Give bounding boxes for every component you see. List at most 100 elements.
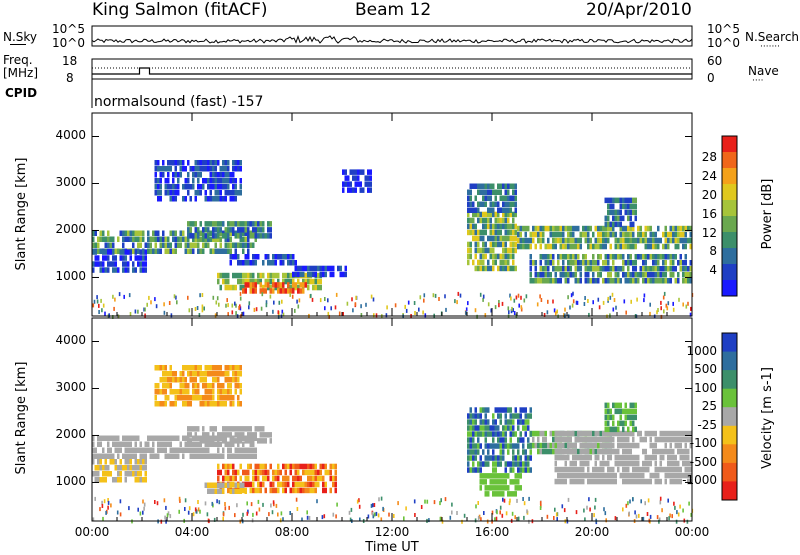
power-cell-region-2 [204, 221, 207, 227]
velocity-cell-region-4 [224, 469, 227, 476]
velocity-cell-region-9 [649, 472, 652, 479]
power-cell-region-2 [249, 221, 252, 227]
velocity-cell-region-6 [517, 443, 520, 449]
power-cell-region-12 [652, 278, 655, 284]
power-cell-region-12 [564, 278, 567, 284]
power-cell-region-8 [369, 175, 372, 181]
power-scatter-point [196, 306, 199, 310]
velocity-cell-region-0 [94, 453, 97, 459]
power-cell-region-11 [674, 231, 677, 238]
velocity-scatter-point [234, 513, 236, 518]
power-cell-region-0 [232, 242, 235, 248]
velocity-scatter-point [625, 503, 628, 508]
power-cell-region-1 [144, 267, 147, 273]
velocity-cell-region-4 [232, 463, 235, 470]
power-scatter-point [93, 299, 96, 304]
velocity-cell-region-9 [597, 448, 600, 455]
velocity-scatter-point [228, 505, 230, 510]
power-frame [91, 112, 693, 317]
velocity-cell-region-6 [519, 431, 522, 437]
power-cell-region-5 [262, 272, 265, 279]
power-cell-region-7 [339, 271, 342, 278]
power-scatter-point [523, 298, 526, 303]
velocity-cell-region-9 [669, 448, 672, 455]
velocity-scatter-point [629, 499, 631, 504]
power-scatter-point [282, 312, 285, 317]
velocity-cell-region-9 [679, 454, 682, 461]
velocity-cell-region-9 [644, 466, 647, 473]
power-cell-region-1 [124, 255, 127, 261]
power-cell-region-11 [582, 231, 585, 238]
power-cell-region-11 [544, 243, 547, 250]
freq-ytick-top: 18 [62, 54, 78, 68]
velocity-cell-region-9 [677, 448, 680, 455]
power-cell-region-9 [467, 211, 470, 218]
velocity-cell-region-9 [589, 442, 592, 449]
power-cell-region-11 [627, 237, 630, 244]
velocity-scatter-point [101, 504, 104, 508]
velocity-cell-region-0 [202, 447, 205, 453]
power-cell-region-7 [302, 265, 305, 272]
velocity-scatter-point [128, 506, 130, 511]
velocity-cell-region-2 [224, 426, 227, 432]
power-cell-region-10 [509, 183, 512, 189]
velocity-cell-region-4 [282, 475, 285, 482]
velocity-cell-region-6 [524, 467, 527, 473]
power-cell-region-2 [217, 221, 220, 227]
time-xlabel: Time UT [365, 540, 419, 555]
power-cell-region-11 [542, 225, 545, 232]
velocity-cell-region-3 [229, 365, 232, 371]
velocity-cell-region-8 [549, 442, 552, 449]
power-cell-region-11 [579, 243, 582, 250]
velocity-scatter-point [555, 512, 558, 517]
power-cell-region-5 [304, 278, 307, 285]
velocity-cell-region-3 [182, 377, 185, 383]
velocity-cell-region-7 [514, 473, 517, 479]
velocity-cell-region-8 [582, 436, 585, 443]
velocity-cell-region-9 [614, 448, 617, 455]
power-cell-region-12 [649, 272, 652, 278]
velocity-cell-region-3 [204, 365, 207, 371]
velocity-cell-region-0 [169, 447, 172, 453]
power-cell-region-0 [159, 248, 162, 254]
power-cell-region-0 [197, 242, 200, 248]
power-cell-region-12 [629, 260, 632, 266]
velocity-cell-region-0 [239, 447, 242, 453]
velocity-cell-region-4 [317, 481, 320, 488]
velocity-cell-region-6 [519, 437, 522, 443]
velocity-cell-region-2 [252, 438, 255, 444]
power-scatter-point [360, 313, 363, 317]
velocity-cell-region-9 [609, 454, 612, 461]
power-cell-region-9 [497, 223, 500, 230]
power-cell-region-2 [247, 221, 250, 227]
velocity-cell-region-0 [102, 435, 105, 441]
power-cell-region-12 [632, 278, 635, 284]
power-scatter-point [334, 305, 337, 310]
velocity-cell-region-0 [194, 453, 197, 459]
velocity-cell-region-9 [557, 448, 560, 455]
power-cell-region-11 [647, 243, 650, 250]
velocity-cell-region-10 [607, 408, 610, 415]
power-cell-region-13 [629, 215, 632, 222]
power-cell-region-7 [297, 271, 300, 278]
velocity-cell-region-3 [174, 377, 177, 383]
power-cell-region-3 [172, 160, 175, 166]
power-cell-region-9 [487, 265, 490, 272]
power-cell-region-10 [497, 189, 500, 195]
velocity-cell-region-9 [674, 430, 677, 437]
power-cell-region-10 [467, 195, 470, 201]
velocity-cell-region-3 [169, 389, 172, 395]
power-cell-region-12 [682, 266, 685, 272]
velocity-cell-region-4 [329, 463, 332, 470]
velocity-cell-region-9 [627, 472, 630, 479]
power-cell-region-12 [542, 272, 545, 278]
velocity-scatter-point [397, 501, 399, 506]
power-cell-region-9 [514, 229, 517, 236]
velocity-cell-region-9 [582, 454, 585, 461]
velocity-cell-region-9 [672, 472, 675, 479]
velocity-cell-region-3 [219, 395, 222, 401]
power-cell-region-5 [244, 278, 247, 285]
power-cell-region-1 [94, 249, 97, 255]
velocity-scatter-point [213, 517, 216, 522]
power-scatter-point [327, 298, 329, 303]
